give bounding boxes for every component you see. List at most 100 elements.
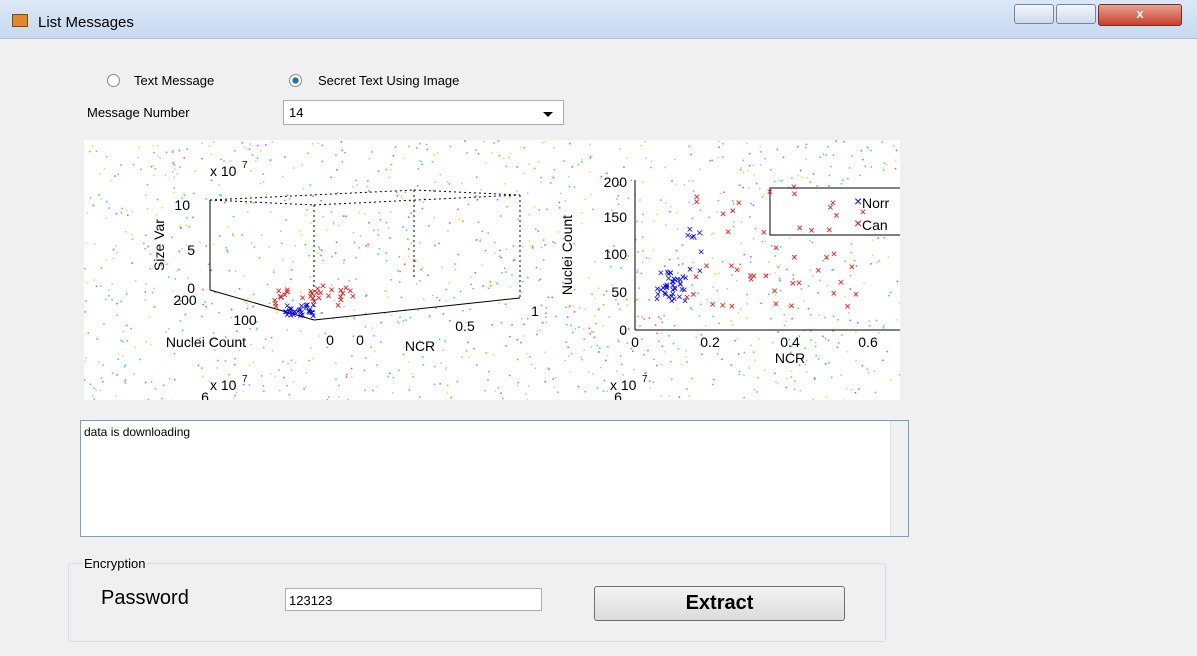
noise-dot — [755, 228, 757, 230]
scrollbar[interactable] — [890, 421, 908, 536]
noise-dot — [470, 277, 472, 279]
maximize-button[interactable] — [1056, 4, 1096, 24]
noise-dot — [344, 152, 346, 154]
noise-dot — [386, 252, 388, 254]
noise-dot — [670, 206, 672, 208]
minimize-button[interactable] — [1014, 4, 1054, 24]
noise-dot — [331, 256, 333, 257]
noise-dot — [883, 169, 885, 171]
noise-dot — [305, 214, 307, 216]
scatter-cross: × — [791, 182, 797, 194]
radio-image-label[interactable]: Secret Text Using Image — [318, 73, 459, 88]
extract-button[interactable]: Extract — [594, 586, 845, 621]
noise-dot — [85, 300, 87, 302]
noise-dot — [841, 183, 843, 185]
noise-dot — [417, 309, 419, 311]
noise-dot — [566, 341, 568, 343]
radio-image[interactable] — [289, 74, 302, 87]
noise-dot — [411, 243, 413, 245]
noise-dot — [749, 153, 751, 155]
noise-dot — [280, 231, 282, 233]
noise-dot — [471, 284, 473, 286]
noise-dot — [594, 337, 596, 339]
noise-dot — [105, 260, 107, 262]
noise-dot — [560, 193, 562, 195]
noise-dot — [899, 374, 900, 376]
noise-dot — [108, 295, 110, 297]
noise-dot — [351, 368, 353, 370]
scatter-cross: × — [831, 248, 837, 260]
noise-dot — [521, 292, 523, 294]
noise-dot — [713, 379, 715, 381]
noise-dot — [599, 347, 601, 349]
noise-dot — [84, 268, 86, 270]
noise-dot — [813, 399, 815, 400]
noise-dot — [437, 152, 439, 154]
noise-dot — [98, 361, 100, 363]
noise-dot — [227, 251, 229, 253]
noise-dot — [812, 242, 814, 244]
noise-dot — [627, 305, 629, 307]
noise-dot — [645, 141, 647, 143]
x-tick: 0.2 — [700, 334, 720, 350]
password-input[interactable]: 123123 — [285, 588, 542, 611]
noise-dot — [218, 184, 220, 186]
noise-dot — [352, 186, 354, 188]
noise-dot — [649, 258, 651, 260]
noise-dot — [870, 150, 872, 152]
noise-dot — [497, 199, 499, 201]
noise-dot — [359, 212, 361, 214]
radio-text[interactable] — [107, 74, 120, 87]
noise-dot — [213, 244, 215, 246]
noise-dot — [601, 176, 603, 178]
noise-dot — [125, 379, 127, 381]
noise-dot — [710, 160, 712, 162]
noise-dot — [733, 226, 735, 228]
noise-dot — [120, 164, 122, 166]
noise-dot — [281, 243, 283, 245]
noise-dot — [370, 346, 372, 348]
noise-dot — [568, 176, 570, 178]
x-tick: 0.4 — [780, 334, 800, 350]
noise-dot — [588, 371, 590, 373]
noise-dot — [705, 326, 707, 328]
noise-dot — [744, 254, 746, 256]
noise-dot — [336, 242, 338, 244]
noise-dot — [457, 209, 459, 211]
noise-dot — [367, 180, 369, 182]
noise-dot — [753, 165, 755, 167]
noise-dot — [317, 253, 319, 255]
noise-dot — [416, 283, 418, 285]
noise-dot — [524, 147, 526, 149]
noise-dot — [328, 396, 330, 398]
noise-dot — [540, 181, 542, 183]
noise-dot — [538, 161, 540, 163]
message-text: data is downloading — [84, 425, 190, 439]
noise-dot — [492, 324, 494, 326]
noise-dot — [315, 235, 317, 237]
noise-dot — [779, 264, 781, 266]
noise-dot — [169, 378, 171, 380]
noise-dot — [681, 364, 683, 366]
noise-dot — [534, 368, 536, 370]
noise-dot — [868, 372, 870, 374]
noise-dot — [583, 328, 585, 330]
noise-dot — [418, 160, 420, 162]
noise-dot — [457, 381, 459, 383]
noise-dot — [335, 379, 337, 381]
noise-dot — [893, 145, 895, 147]
noise-dot — [774, 181, 776, 183]
message-textarea[interactable]: data is downloading — [80, 420, 909, 537]
noise-dot — [692, 218, 694, 220]
noise-dot — [522, 246, 524, 248]
noise-dot — [565, 200, 567, 202]
noise-dot — [753, 205, 755, 207]
noise-dot — [417, 185, 419, 187]
close-button[interactable]: x — [1098, 4, 1182, 26]
noise-dot — [534, 206, 536, 208]
noise-dot — [499, 256, 501, 258]
noise-dot — [135, 280, 137, 282]
noise-dot — [539, 330, 541, 332]
radio-text-label[interactable]: Text Message — [134, 73, 214, 88]
message-number-combo[interactable]: 14 — [283, 100, 564, 125]
